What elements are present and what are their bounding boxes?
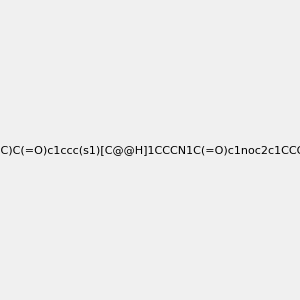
Text: CN(C)C(=O)c1ccc(s1)[C@@H]1CCCN1C(=O)c1noc2c1CCCC2: CN(C)C(=O)c1ccc(s1)[C@@H]1CCCN1C(=O)c1no… — [0, 145, 300, 155]
